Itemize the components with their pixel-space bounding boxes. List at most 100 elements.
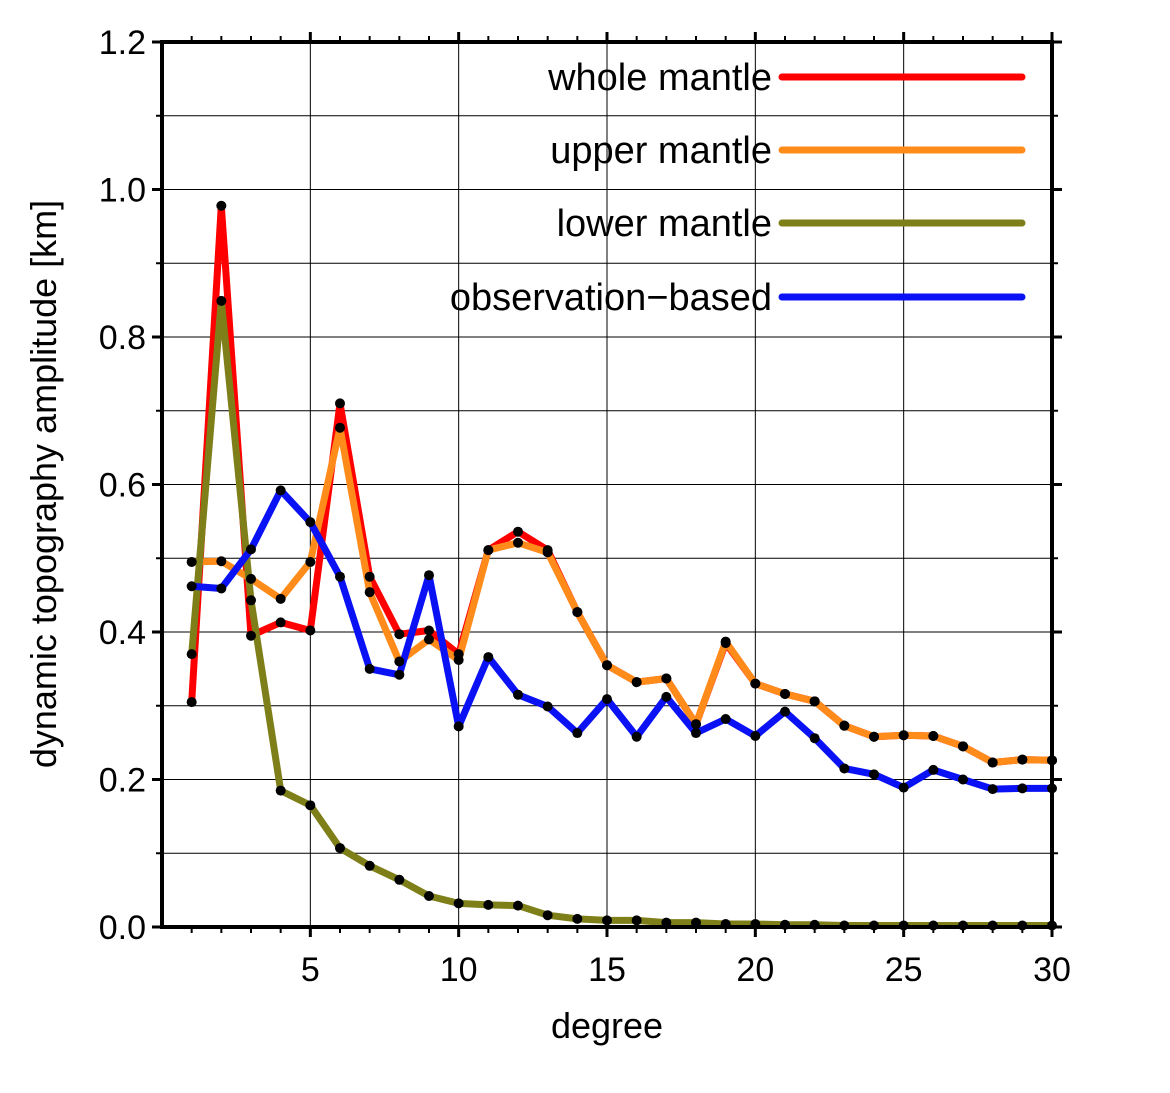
- legend-label-3: observation−based: [450, 277, 772, 319]
- data-point-3-17: [691, 728, 701, 739]
- y-tick-label: 0.0: [99, 909, 146, 947]
- data-point-2-11: [513, 900, 523, 911]
- data-point-1-22: [839, 720, 850, 731]
- data-point-1-12: [542, 547, 553, 558]
- data-markers: [186, 200, 1057, 931]
- data-point-3-27: [987, 784, 998, 795]
- data-point-3-0: [186, 581, 197, 592]
- data-point-0-7: [394, 629, 405, 640]
- series-line-3: [188, 486, 1056, 793]
- data-point-3-22: [839, 763, 850, 774]
- legend-label-1: upper mantle: [550, 130, 772, 172]
- data-point-1-9: [453, 655, 464, 666]
- data-point-3-13: [572, 728, 583, 739]
- data-point-3-3: [275, 485, 286, 496]
- data-point-1-0: [186, 556, 197, 567]
- data-point-3-20: [780, 706, 790, 717]
- data-point-3-16: [661, 691, 672, 702]
- x-tick-label: 30: [1033, 951, 1071, 989]
- data-point-0-11: [513, 526, 523, 537]
- data-point-3-26: [958, 774, 968, 785]
- data-point-1-14: [602, 660, 612, 671]
- data-point-3-8: [424, 570, 434, 581]
- x-axis-title: degree: [551, 1005, 663, 1046]
- data-point-2-0: [186, 649, 197, 660]
- legend: whole mantle upper mantle lower mantle obse…: [450, 57, 1026, 319]
- legend-label-0: whole mantle: [547, 57, 772, 99]
- x-tick-label: 5: [301, 951, 320, 989]
- data-point-0-4: [305, 625, 316, 636]
- data-point-3-23: [869, 769, 879, 780]
- data-point-2-9: [453, 898, 464, 909]
- data-point-1-5: [335, 422, 345, 433]
- x-tick-label: 10: [440, 951, 478, 989]
- data-point-0-5: [335, 398, 345, 409]
- y-tick-label: 0.2: [99, 762, 146, 800]
- data-point-0-6: [364, 571, 375, 582]
- data-point-1-8: [424, 634, 434, 645]
- y-tick-label: 0.6: [99, 467, 146, 505]
- data-point-1-27: [987, 757, 998, 768]
- axis-ticks: 0.0 0.2 0.4 0.6 0.8 1.0 1.2 5 10 15 20 25 30: [99, 24, 1071, 989]
- data-point-0-2: [246, 630, 256, 641]
- data-point-3-11: [513, 689, 523, 700]
- data-point-1-13: [572, 607, 583, 618]
- data-point-1-21: [809, 696, 820, 707]
- data-point-2-10: [483, 899, 494, 910]
- data-point-3-19: [750, 730, 761, 741]
- data-point-3-15: [631, 731, 642, 742]
- data-point-1-11: [513, 537, 523, 548]
- data-point-2-12: [542, 910, 553, 921]
- y-tick-label: 0.4: [99, 614, 146, 652]
- y-axis-title: dynamic topography amplitude [km]: [23, 200, 64, 768]
- data-point-3-21: [809, 733, 820, 744]
- data-point-1-2: [246, 573, 256, 584]
- data-point-3-7: [394, 669, 405, 680]
- data-point-3-28: [1017, 783, 1028, 794]
- data-point-3-5: [335, 571, 345, 582]
- x-tick-label: 15: [588, 951, 626, 989]
- data-point-3-10: [483, 652, 494, 663]
- data-point-2-6: [364, 860, 375, 871]
- data-point-3-12: [542, 701, 553, 712]
- x-tick-label: 20: [736, 951, 774, 989]
- data-point-3-1: [216, 583, 227, 594]
- data-point-1-1: [216, 556, 227, 567]
- data-point-2-3: [275, 785, 286, 796]
- data-point-1-3: [275, 593, 286, 604]
- data-point-1-10: [483, 545, 494, 556]
- data-point-3-9: [453, 721, 464, 732]
- data-point-2-13: [572, 913, 583, 924]
- data-point-1-19: [750, 678, 761, 689]
- data-point-1-15: [631, 677, 642, 688]
- data-point-1-6: [364, 587, 375, 598]
- data-point-1-16: [661, 673, 672, 684]
- data-point-2-8: [424, 891, 434, 902]
- y-tick-label: 0.8: [99, 319, 146, 357]
- data-point-1-23: [869, 731, 879, 742]
- data-point-3-24: [898, 782, 909, 793]
- data-point-0-1: [216, 200, 227, 211]
- data-point-0-3: [275, 617, 286, 628]
- data-point-1-20: [780, 688, 790, 699]
- data-point-2-7: [394, 874, 405, 885]
- data-point-2-14: [602, 915, 612, 926]
- data-point-2-4: [305, 800, 316, 811]
- data-point-1-24: [898, 730, 909, 741]
- data-point-3-2: [246, 544, 256, 555]
- y-tick-label: 1.0: [99, 172, 146, 210]
- data-point-1-17: [691, 719, 701, 730]
- data-point-0-0: [186, 697, 197, 708]
- data-point-2-15: [631, 915, 642, 926]
- data-point-3-25: [928, 764, 939, 775]
- data-point-3-14: [602, 694, 612, 705]
- data-point-3-4: [305, 517, 316, 528]
- legend-label-2: lower mantle: [557, 203, 772, 245]
- grid: [162, 42, 1052, 927]
- data-point-2-2: [246, 595, 256, 606]
- data-point-1-28: [1017, 754, 1028, 765]
- y-tick-label: 1.2: [99, 24, 146, 62]
- data-point-1-25: [928, 730, 939, 741]
